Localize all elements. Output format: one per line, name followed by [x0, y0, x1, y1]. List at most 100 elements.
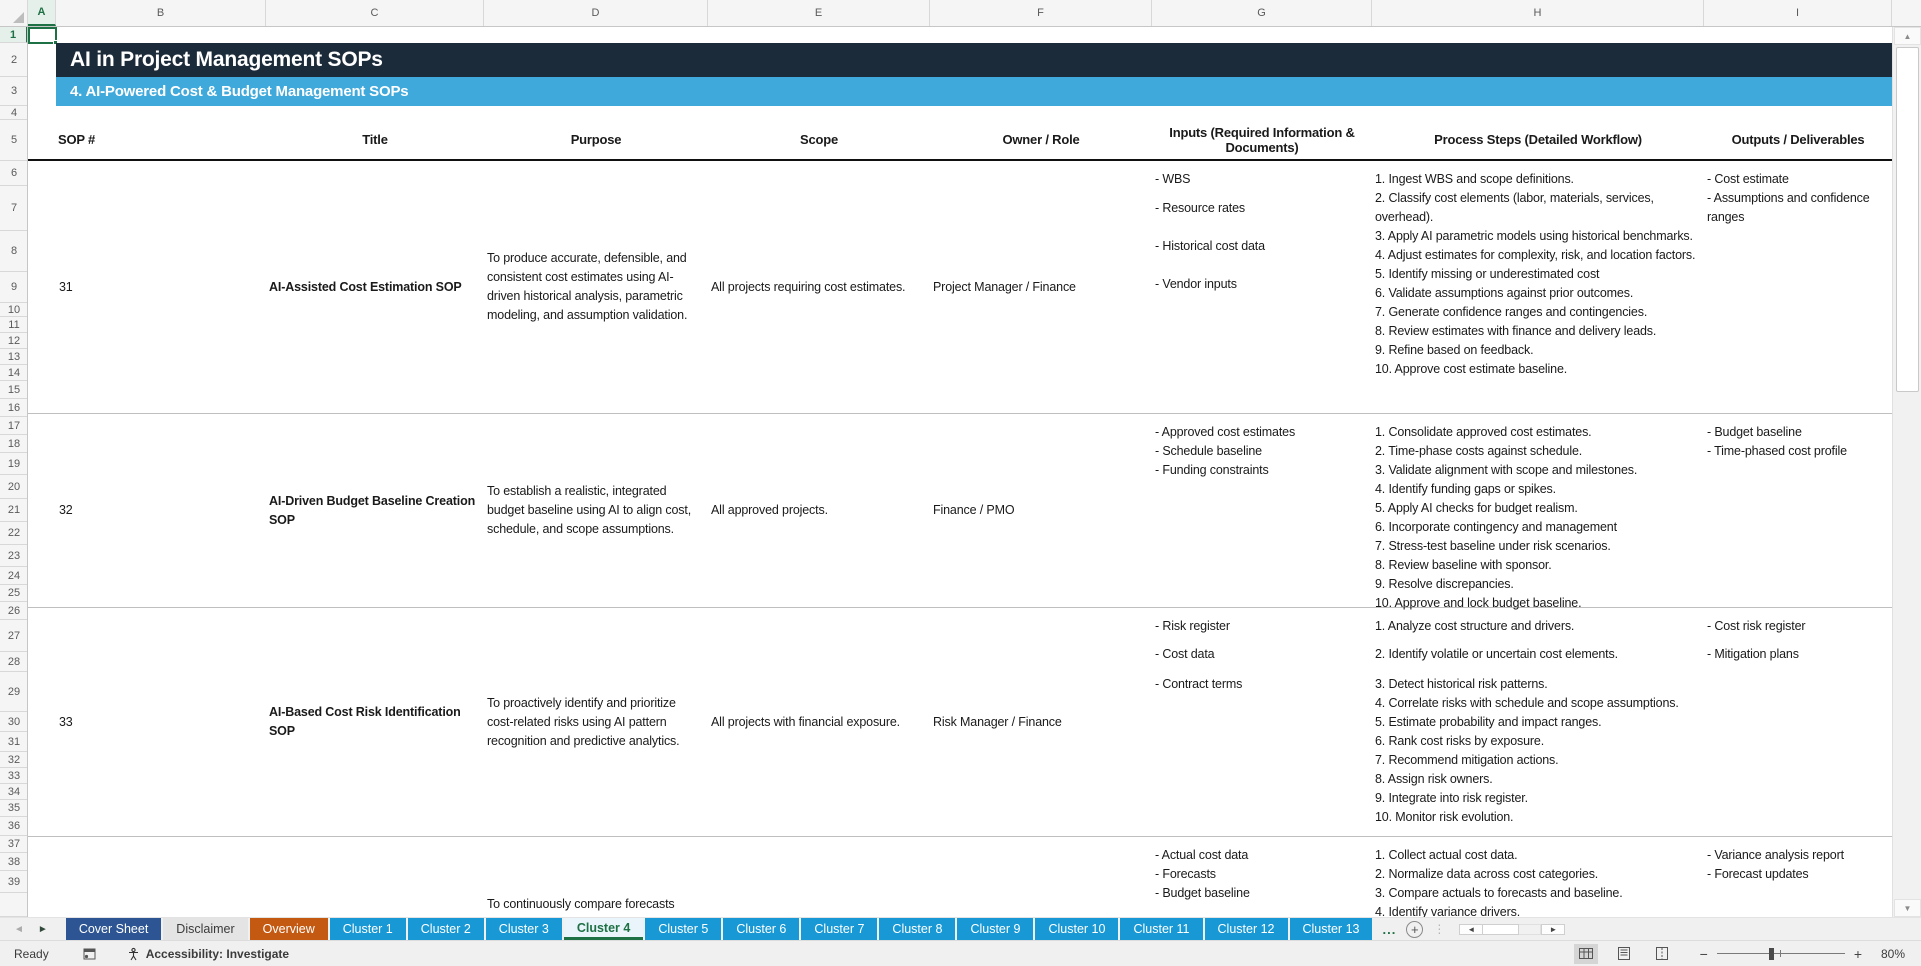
cell-title[interactable]: AI-Assisted Cost Estimation SOP	[266, 161, 484, 413]
cell-steps[interactable]: 1. Analyze cost structure and drivers. 2.…	[1372, 608, 1704, 836]
row-header-35[interactable]: 35	[0, 800, 27, 817]
row-header-23[interactable]: 23	[0, 545, 27, 567]
row-header-33[interactable]: 33	[0, 768, 27, 784]
page-layout-view-icon[interactable]	[1612, 944, 1636, 964]
row-header-15[interactable]: 15	[0, 381, 27, 399]
cell-purpose[interactable]: To produce accurate, defensible, and con…	[484, 161, 708, 413]
cell-owner[interactable]: Project Manager / Finance	[930, 161, 1152, 413]
column-header-h[interactable]: H	[1372, 0, 1704, 26]
cell-outputs[interactable]: - Budget baseline - Time-phased cost prof…	[1704, 414, 1892, 607]
row-header-32[interactable]: 32	[0, 752, 27, 768]
row-header-27[interactable]: 27	[0, 620, 27, 652]
cell-owner[interactable]: Risk Manager / Finance	[930, 608, 1152, 836]
column-header-c[interactable]: C	[266, 0, 484, 26]
cell-title[interactable]: AI-Driven Budget Baseline Creation SOP	[266, 414, 484, 607]
scroll-left-icon[interactable]: ◄	[1459, 923, 1484, 935]
row-header-12[interactable]: 12	[0, 333, 27, 349]
column-header-b[interactable]: B	[56, 0, 266, 26]
column-header-d[interactable]: D	[484, 0, 708, 26]
row-header-19[interactable]: 19	[0, 453, 27, 475]
row-header-26[interactable]: 26	[0, 602, 27, 620]
cell-steps[interactable]: 1. Consolidate approved cost estimates. 2…	[1372, 414, 1704, 610]
cell-sop[interactable]	[56, 837, 266, 917]
sheet-tab-cluster-12[interactable]: Cluster 12	[1204, 918, 1288, 940]
th-inputs-required-information-[interactable]: Inputs (Required Information & Documents…	[1169, 124, 1355, 155]
cell-purpose[interactable]: To continuously compare forecasts	[484, 837, 708, 917]
sheet-tab-cluster-2[interactable]: Cluster 2	[407, 918, 484, 940]
sheet-tab-cluster-6[interactable]: Cluster 6	[723, 918, 800, 940]
row-header-2[interactable]: 2	[0, 43, 27, 77]
vertical-scrollbar-thumb[interactable]	[1896, 47, 1919, 392]
sheet-tab-overview[interactable]: Overview	[249, 918, 328, 940]
column-header-i[interactable]: I	[1704, 0, 1892, 26]
row-header-17[interactable]: 17	[0, 417, 27, 435]
select-all-button[interactable]	[0, 0, 28, 26]
cell-sop[interactable]: 31	[56, 161, 266, 413]
column-header-a[interactable]: A	[28, 0, 56, 26]
cell-scope[interactable]: All projects with financial exposure.	[708, 608, 930, 836]
cell-purpose[interactable]: To establish a realistic, integrated bud…	[484, 414, 708, 607]
cell-title[interactable]: AI-Based Cost Risk Identification SOP	[266, 608, 484, 836]
cell-purpose[interactable]: To proactively identify and prioritize c…	[484, 608, 708, 836]
sheet-tab-cluster-4[interactable]: Cluster 4	[563, 918, 644, 940]
row-header-3[interactable]: 3	[0, 77, 27, 106]
cell-outputs[interactable]: - Variance analysis report - Forecast upd…	[1704, 837, 1892, 917]
zoom-level-label[interactable]: 80%	[1880, 946, 1905, 961]
row-header-28[interactable]: 28	[0, 652, 27, 672]
sheet-tab-cluster-8[interactable]: Cluster 8	[879, 918, 956, 940]
vertical-scrollbar[interactable]: ▲ ▼	[1892, 27, 1921, 917]
cell-scope[interactable]: All approved projects.	[708, 414, 930, 607]
cell-scope[interactable]: All projects requiring cost estimates.	[708, 161, 930, 413]
row-header-4[interactable]: 4	[0, 106, 27, 120]
row-header-37[interactable]: 37	[0, 836, 27, 853]
row-header-21[interactable]: 21	[0, 499, 27, 522]
cell-inputs[interactable]: - Risk register - Cost data - Contract ter…	[1152, 608, 1372, 836]
zoom-slider[interactable]	[1716, 947, 1845, 960]
row-header-13[interactable]: 13	[0, 349, 27, 365]
column-header-g[interactable]: G	[1152, 0, 1372, 26]
row-header-11[interactable]: 11	[0, 317, 27, 333]
row-header-34[interactable]: 34	[0, 784, 27, 800]
column-header-f[interactable]: F	[930, 0, 1152, 26]
scroll-right-icon[interactable]: ►	[1541, 923, 1566, 935]
column-header-e[interactable]: E	[708, 0, 930, 26]
row-header-7[interactable]: 7	[0, 186, 27, 231]
page-break-preview-icon[interactable]	[1650, 944, 1674, 964]
cell-sop[interactable]: 32	[56, 414, 266, 607]
sheet-tab-cluster-5[interactable]: Cluster 5	[645, 918, 722, 940]
row-header-20[interactable]: 20	[0, 475, 27, 499]
scroll-down-icon[interactable]: ▼	[1894, 899, 1921, 917]
sheet-tab-cluster-11[interactable]: Cluster 11	[1120, 918, 1203, 940]
tabs-scroll-right-icon[interactable]: ►	[37, 923, 48, 935]
row-header-5[interactable]: 5	[0, 120, 27, 161]
row-header-30[interactable]: 30	[0, 712, 27, 732]
row-header-partial[interactable]	[0, 893, 27, 917]
fill-handle[interactable]	[53, 40, 58, 45]
tabs-scroll-left-icon[interactable]: ◄	[14, 923, 24, 935]
row-header-10[interactable]: 10	[0, 303, 27, 317]
sheet-tab-cluster-10[interactable]: Cluster 10	[1035, 918, 1119, 940]
sheet-tab-cluster-1[interactable]: Cluster 1	[329, 918, 406, 940]
row-header-14[interactable]: 14	[0, 365, 27, 381]
cell-scope[interactable]	[708, 837, 930, 917]
sheet-tab-cluster-13[interactable]: Cluster 13	[1289, 918, 1373, 940]
row-header-9[interactable]: 9	[0, 272, 27, 303]
row-header-39[interactable]: 39	[0, 871, 27, 893]
row-header-22[interactable]: 22	[0, 522, 27, 545]
row-header-18[interactable]: 18	[0, 435, 27, 453]
th-outputs-deliverables[interactable]: Outputs / Deliverables	[1731, 132, 1865, 147]
horizontal-scrollbar-track[interactable]	[1519, 923, 1542, 935]
scroll-up-icon[interactable]: ▲	[1894, 27, 1921, 45]
add-sheet-button[interactable]: +	[1406, 920, 1424, 938]
sheet-tab-disclaimer[interactable]: Disclaimer	[163, 918, 248, 940]
horizontal-scrollbar-thumb[interactable]	[1483, 923, 1520, 935]
sheet-tab-cluster-3[interactable]: Cluster 3	[485, 918, 562, 940]
cell-inputs[interactable]: - Approved cost estimates - Schedule base…	[1152, 414, 1372, 607]
row-header-36[interactable]: 36	[0, 817, 27, 836]
row-header-1[interactable]: 1	[0, 27, 27, 43]
zoom-in-icon[interactable]: +	[1853, 945, 1862, 962]
row-header-6[interactable]: 6	[0, 161, 27, 186]
th-title[interactable]: Title	[362, 132, 388, 147]
zoom-slider-thumb[interactable]	[1768, 947, 1774, 960]
cell-owner[interactable]	[930, 837, 1152, 917]
